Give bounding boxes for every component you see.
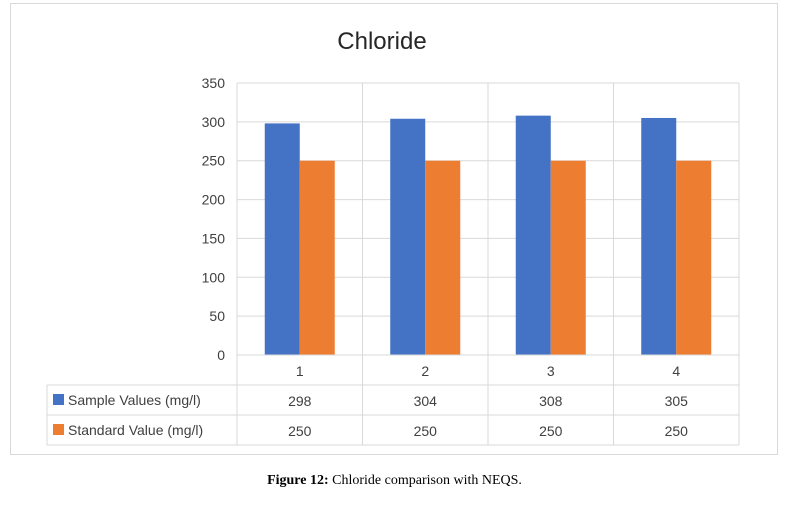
- data-table-value: 308: [539, 393, 563, 409]
- y-tick-label: 150: [202, 230, 226, 246]
- x-tick-label: 4: [672, 363, 680, 379]
- legend-swatch: [53, 424, 64, 435]
- x-tick-label: 1: [296, 363, 304, 379]
- y-tick-label: 250: [202, 153, 226, 169]
- data-table-value: 250: [665, 423, 689, 439]
- bar-sample: [515, 115, 551, 355]
- data-table-value: 250: [539, 423, 563, 439]
- y-tick-label: 0: [217, 347, 225, 363]
- figure-caption: Figure 12: Chloride comparison with NEQS…: [0, 473, 789, 489]
- y-tick-label: 300: [202, 114, 226, 130]
- legend-swatch: [53, 394, 64, 405]
- y-tick-label: 200: [202, 192, 226, 208]
- caption-label: Figure 12:: [267, 473, 329, 488]
- y-tick-label: 350: [202, 75, 226, 91]
- legend-entry: Sample Values (mg/l): [68, 392, 201, 408]
- bar-standard: [676, 160, 712, 355]
- chart-frame: Chloride 0 50 100 150 200 250 300 350 1 2 3 4 Sample …: [10, 3, 778, 455]
- x-tick-label: 3: [547, 363, 555, 379]
- bar-sample: [641, 117, 677, 355]
- bar-standard: [299, 160, 335, 355]
- y-tick-label: 100: [202, 269, 226, 285]
- data-table-value: 250: [414, 423, 438, 439]
- chloride-chart: Chloride 0 50 100 150 200 250 300 350 1 2 3 4 Sample …: [46, 28, 740, 446]
- legend-entry: Standard Value (mg/l): [68, 422, 203, 438]
- y-tick-label: 50: [209, 308, 225, 324]
- bar-sample: [390, 118, 426, 356]
- data-table-value: 305: [665, 393, 689, 409]
- bar-standard: [425, 160, 461, 355]
- x-tick-label: 2: [421, 363, 429, 379]
- data-table-value: 304: [414, 393, 438, 409]
- caption-text: Chloride comparison with NEQS.: [328, 473, 522, 488]
- data-table-value: 250: [288, 423, 312, 439]
- bar-sample: [264, 123, 300, 355]
- bar-standard: [550, 160, 586, 355]
- data-table-value: 298: [288, 393, 312, 409]
- chart-title: Chloride: [337, 28, 426, 55]
